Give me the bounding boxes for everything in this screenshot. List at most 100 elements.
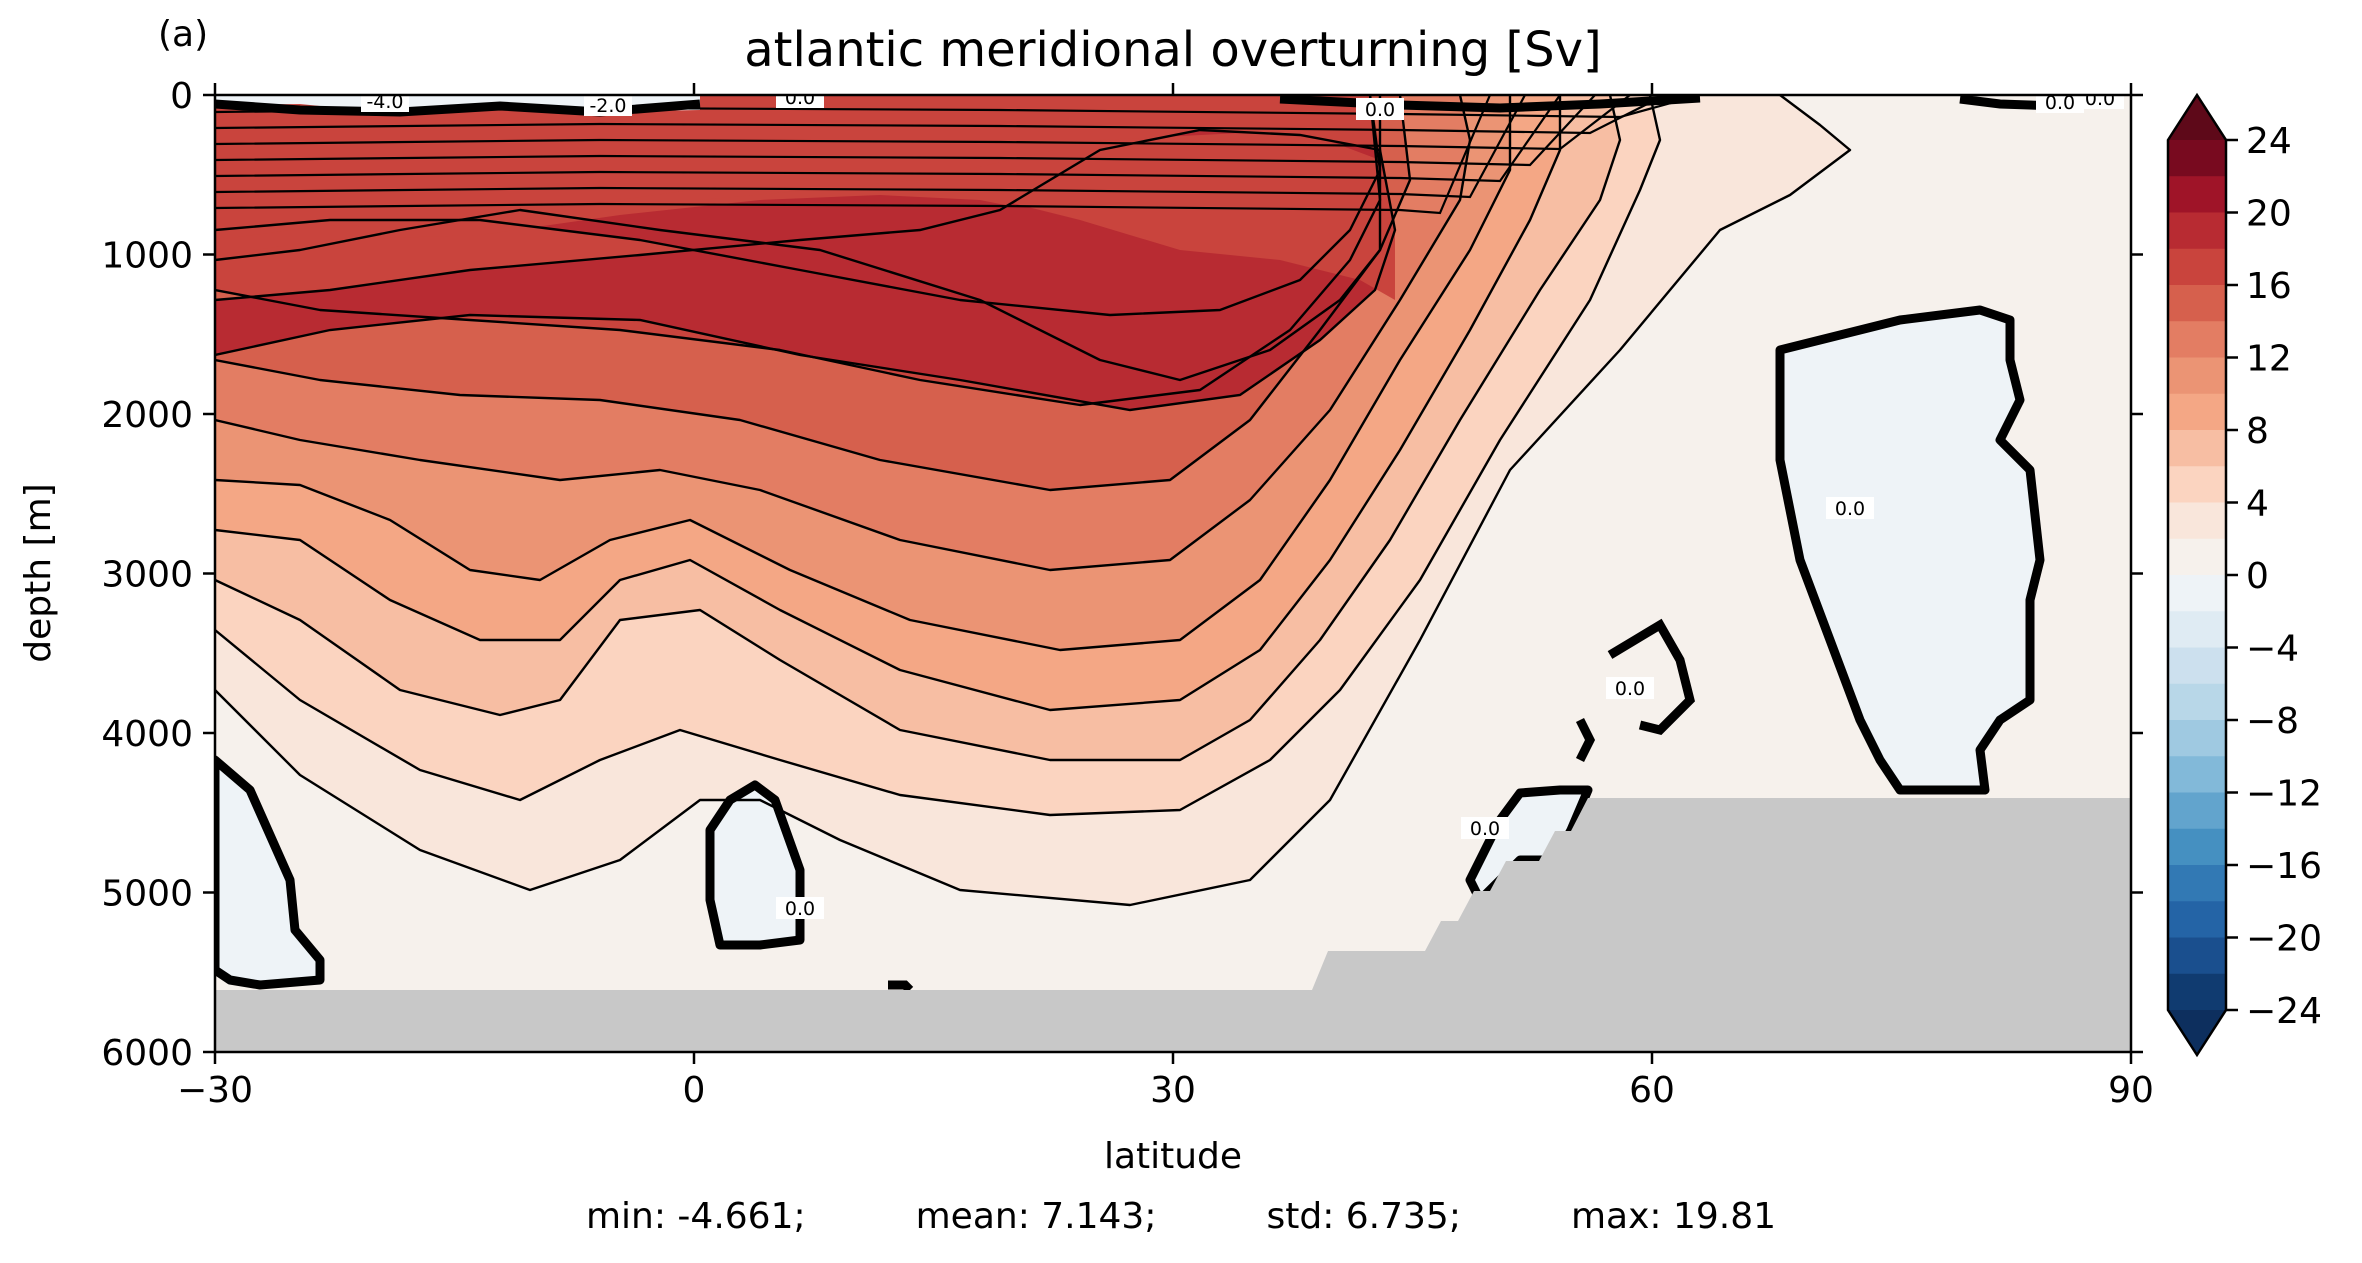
y-tick-label: 4000 [101,714,193,755]
colorbar-tick-label: 24 [2246,121,2292,162]
colorbar-tick-label: 12 [2246,339,2292,380]
colorbar-level [2168,466,2226,504]
stat-std: std: 6.735; [1266,1196,1461,1237]
zero-contour [1465,785,1593,905]
y-axis: 0 1000 2000 3000 4000 5000 6000 [101,76,2143,1074]
colorbar-tick-label: −24 [2246,991,2322,1032]
stat-max: max: 19.81 [1570,1196,1777,1237]
colorbar-level [2168,937,2226,975]
colorbar-level [2168,248,2226,286]
colorbar-level [2168,321,2226,359]
colorbar-level [2168,575,2226,612]
contour-label-bg [2076,95,2124,109]
contour-line [215,95,1596,167]
x-tick-label: 0 [683,1070,706,1111]
contour-label-bg [2036,95,2084,113]
zero-contour [1575,717,1596,763]
topography [215,798,2131,1052]
colorbar-level [2168,647,2226,685]
contour-label-bg [361,95,409,112]
colorbar-level [2168,865,2226,902]
colorbar-tick-label: −16 [2246,846,2322,887]
colorbar-tick-label: 0 [2246,556,2269,597]
colorbar-tick-label: 8 [2246,411,2269,452]
contour-line [215,128,1397,412]
zero-contour [215,755,325,990]
contour-line [215,95,1561,183]
colorbar-level [2168,611,2226,649]
contour-line [215,95,1631,151]
colorbar-extend-top [2168,95,2226,140]
contour-label: 0.0 [1615,678,1645,700]
colorbar-level [2168,140,2226,177]
contour-labels: -4.0 -2.0 0.0 0.0 0.0 0.0 0.0 0.0 0.0 0.0 [361,87,2124,920]
colorbar-level [2168,357,2226,395]
contour-label-bg [776,95,824,108]
colorbar-tick-label: −4 [2246,629,2299,670]
y-tick-label: 1000 [101,236,193,277]
y-tick-label: 0 [170,76,193,117]
colorbar-level [2168,285,2226,322]
panel-label: (a) [158,14,208,55]
contour-label: 0.0 [2085,88,2115,110]
contour-label: 0.0 [785,898,815,920]
contour-line [215,95,1562,712]
zero-contour [705,780,805,950]
contour-label-bg [776,897,824,919]
y-tick-label: 6000 [101,1033,193,1074]
contour-label-bg [1606,677,1654,699]
contour-band [215,130,1395,300]
contour-label: -4.0 [366,91,403,113]
y-tick-label: 2000 [101,395,193,436]
contour-label: 0.0 [785,87,815,109]
stats-line: min: -4.661; mean: 7.143; std: 6.735; ma… [0,1196,2362,1237]
colorbar-level [2168,828,2226,866]
contour-line [215,95,1526,199]
contour-label: 0.0 [1835,498,1865,520]
colorbar-level [2168,502,2226,540]
x-axis: −30 0 30 60 90 [177,83,2154,1111]
contour-line [215,95,1492,215]
colorbar-level [2168,393,2226,431]
y-tick-label: 5000 [101,874,193,915]
colorbar-level [2168,973,2226,1011]
x-tick-label: 90 [2108,1070,2154,1111]
colorbar-level [2168,683,2226,721]
x-tick-label: 60 [1629,1070,1675,1111]
x-tick-label: 30 [1150,1070,1196,1111]
contour-line [215,95,1852,907]
stat-mean: mean: 7.143; [915,1196,1157,1237]
zero-contour [888,980,914,994]
zero-contour [1775,305,2045,795]
colorbar-tick-label: −20 [2246,919,2322,960]
x-tick-label: −30 [177,1070,253,1111]
contour-label-bg [584,95,632,116]
chart-title: atlantic meridional overturning [Sv] [744,22,1602,78]
colorbar-level [2168,430,2226,467]
colorbar-tick-label: −12 [2246,774,2322,815]
colorbar-level [2168,756,2226,794]
contour-label: 0.0 [1365,99,1395,121]
contour-line [215,95,1666,135]
y-axis-label: depth [m] [18,483,59,662]
colorbar-tick-label: 4 [2246,484,2269,525]
contour-line [215,95,1662,817]
contour-label-bg [1356,98,1404,120]
colorbar-level [2168,176,2226,214]
zero-contour [1607,618,1695,735]
colorbar-tick-label: 16 [2246,266,2292,307]
contour-label: 0.0 [2045,92,2075,114]
contour-label-bg [1461,817,1509,839]
negative-region [1470,790,1588,900]
overturning-field: -4.0 -2.0 0.0 0.0 0.0 0.0 0.0 0.0 0.0 0.0 [215,87,2131,1052]
contour-label: 0.0 [1470,818,1500,840]
stat-min: min: -4.661; [585,1196,806,1237]
colorbar-level [2168,720,2226,757]
colorbar: 24 20 16 12 8 4 0 −4 −8 −12 −16 −20 −24 [2166,92,2322,1058]
contour-line [215,95,1382,382]
contour-line [215,95,1472,572]
contour-line [215,95,1622,762]
colorbar-level [2168,901,2226,939]
contour-label-bg [1826,497,1874,519]
